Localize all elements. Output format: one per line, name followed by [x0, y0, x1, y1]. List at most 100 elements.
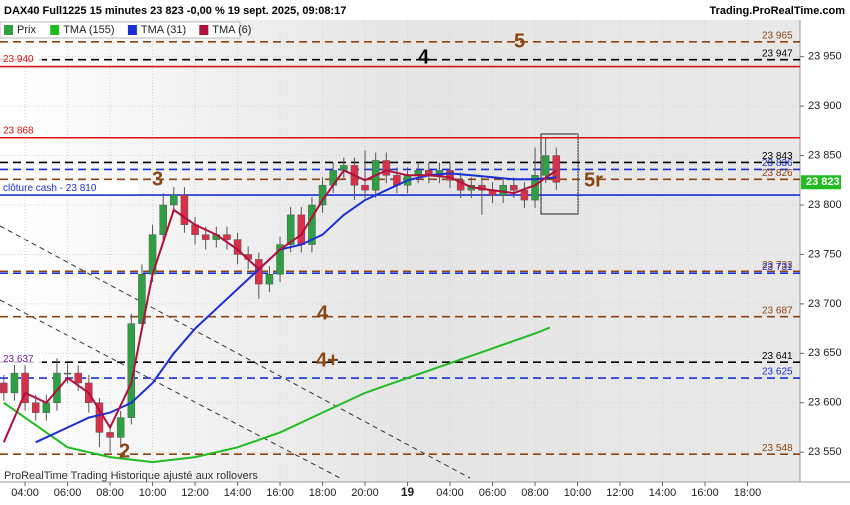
price-tag [801, 175, 841, 190]
level-label: 23 641 [762, 351, 793, 362]
level-label: clôture cash - 23 810 [3, 183, 97, 194]
trendline [0, 299, 341, 479]
candle-body [552, 155, 561, 183]
y-tick-label: 23 750 [808, 248, 842, 260]
candle-body [520, 189, 529, 201]
x-tick-label: 10:00 [139, 487, 167, 499]
legend-label: TMA (6) [212, 24, 251, 36]
candle-body [265, 273, 274, 285]
y-tick-label: 23 700 [808, 298, 842, 310]
level-label: 23 733 [762, 260, 793, 271]
level-label: 23 548 [762, 443, 793, 454]
level-label: 23 687 [762, 305, 793, 316]
candle-body [541, 155, 550, 176]
x-tick-label: 16:00 [691, 487, 719, 499]
legend: Prix TMA (155) TMA (31) TMA (6) [0, 21, 251, 39]
candle-body [127, 323, 136, 418]
level-label: 23 947 [762, 48, 793, 59]
candle-body [10, 372, 19, 394]
level-label: 23 965 [762, 30, 793, 41]
candle-body [446, 170, 454, 181]
candle-body [361, 184, 369, 191]
candle-body [531, 175, 539, 201]
x-tick-label: 18:00 [734, 487, 762, 499]
source: Trading.ProRealTime.com [709, 5, 845, 17]
legend-label: TMA (31) [141, 24, 186, 36]
annotation: 4 [418, 46, 430, 68]
x-tick-label: 08:00 [521, 487, 549, 499]
candle-body [42, 402, 51, 413]
annotation: 2 [119, 440, 130, 462]
legend-swatch [127, 25, 137, 35]
x-tick-label: 06:00 [54, 487, 82, 499]
level-label: 23 843 [762, 151, 793, 162]
annotation: 4+ [316, 349, 339, 371]
candle-body [0, 382, 8, 394]
candle-body [201, 234, 210, 240]
x-tick-label: 12:00 [181, 487, 209, 499]
candle-body [170, 194, 178, 206]
y-tick-label: 23 650 [808, 347, 842, 359]
level-label: 23 868 [3, 125, 34, 136]
legend-swatch [50, 25, 60, 35]
candle-body [53, 372, 61, 404]
candle-body [456, 180, 465, 191]
y-tick-label: 23 850 [808, 149, 842, 161]
candle-body [21, 372, 29, 404]
legend-bg [0, 21, 241, 39]
annotation: 4 [317, 302, 329, 324]
level-label: 23 836 [762, 158, 793, 169]
level-label: 23 625 [762, 367, 793, 378]
candle-body [63, 372, 72, 375]
candle-body [382, 160, 391, 176]
level-label: 23 731 [762, 262, 793, 273]
x-tick-label: 19 [401, 485, 415, 499]
x-tick-label: 20:00 [351, 487, 379, 499]
candle-body [180, 194, 189, 226]
x-tick-label: 08:00 [96, 487, 124, 499]
candle-body [286, 214, 295, 245]
legend-label: TMA (155) [63, 24, 114, 36]
annotation: 3 [152, 168, 163, 190]
x-tick-label: 18:00 [309, 487, 337, 499]
y-tick-label: 23 600 [808, 397, 842, 409]
footer: ProRealTime Trading Historique ajusté au… [4, 470, 258, 482]
price-tag-label: 23 823 [806, 176, 840, 188]
level-label-bg [0, 124, 42, 137]
level-label-bg [0, 182, 138, 195]
y-tick-label: 23 900 [808, 100, 842, 112]
y-tick-label: 23 800 [808, 199, 842, 211]
x-tick-label: 04:00 [11, 487, 39, 499]
candle-body [74, 372, 82, 384]
x-tick-label: 06:00 [479, 487, 507, 499]
level-label-bg [0, 353, 42, 366]
candle-body [276, 244, 284, 275]
session-shade [408, 20, 800, 482]
candle-body [510, 184, 518, 191]
candle-body [223, 234, 231, 240]
level-label: 23 940 [3, 54, 34, 65]
x-tick-label: 04:00 [436, 487, 464, 499]
x-tick-label: 14:00 [649, 487, 677, 499]
legend-label: Prix [17, 24, 36, 36]
y-tick-label: 23 550 [808, 446, 842, 458]
legend-swatch [4, 25, 13, 35]
level-label: 23 637 [3, 354, 34, 365]
candle-body [116, 417, 125, 438]
annotation: 5 [514, 30, 525, 52]
candle-body [106, 432, 114, 438]
annotation: 5r [584, 169, 603, 191]
candle-body [499, 184, 507, 196]
y-tick-label: 23 950 [808, 51, 842, 63]
x-tick-label: 12:00 [606, 487, 634, 499]
ma-line [3, 326, 551, 464]
x-tick-label: 10:00 [564, 487, 592, 499]
x-tick-label: 14:00 [224, 487, 252, 499]
ma-line [2, 169, 557, 443]
x-tick-label: 16:00 [266, 487, 294, 499]
legend-swatch [199, 25, 209, 35]
ma-line [35, 172, 557, 444]
level-label: 23 826 [762, 168, 793, 179]
level-label-bg [0, 53, 42, 66]
